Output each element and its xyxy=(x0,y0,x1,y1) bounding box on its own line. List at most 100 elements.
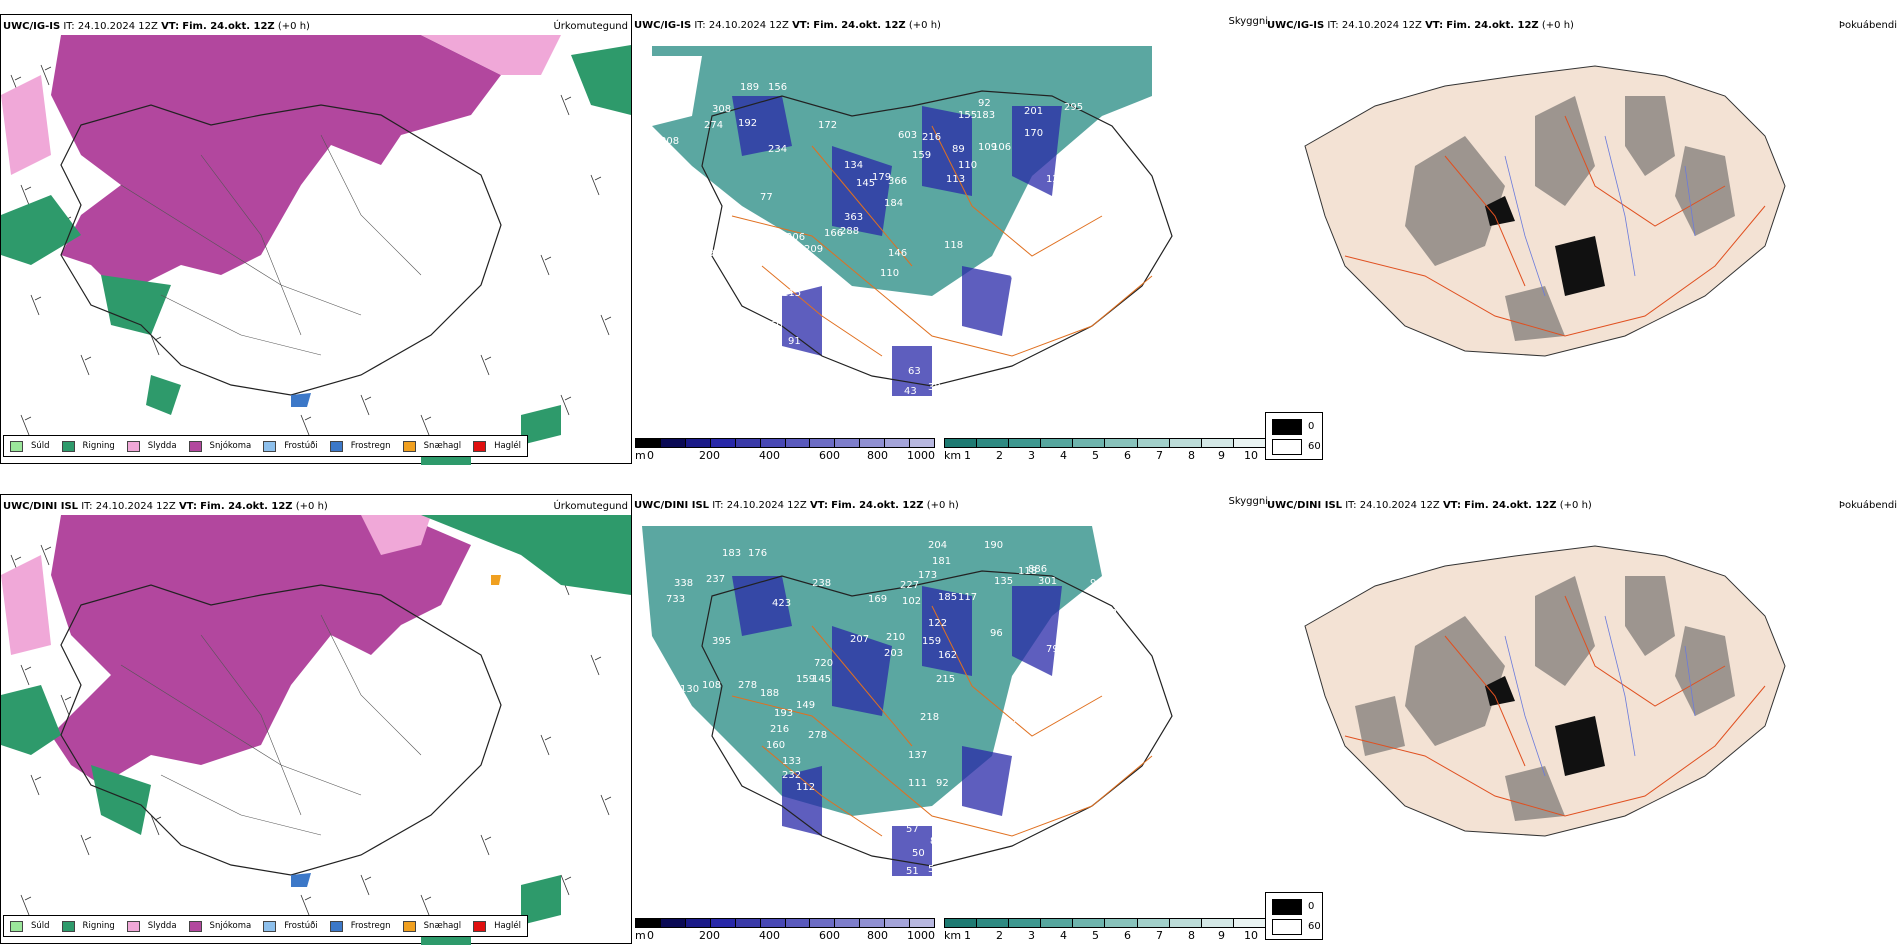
colorbar-cell xyxy=(1137,919,1170,927)
snow-height-label: 145 xyxy=(812,674,832,685)
snow-height-label: 301 xyxy=(1038,576,1058,587)
snow-height-label: 160 xyxy=(766,740,786,751)
snow-height-label: 51 xyxy=(906,866,919,877)
snow-height-label: 109 xyxy=(978,142,998,153)
model-name: UWC/DINI ISL xyxy=(1267,500,1343,511)
legend-item: Snjókoma xyxy=(188,440,251,452)
snow-height-label: 173 xyxy=(918,570,938,581)
colorbar-tick: 0 xyxy=(647,449,654,462)
snow-height-label: 178 xyxy=(904,298,924,309)
colorbar-tick: 1 xyxy=(964,449,971,462)
colorbar-cell xyxy=(1073,919,1106,927)
colorbar-cell xyxy=(710,919,736,927)
colorbar-cell xyxy=(910,439,935,447)
snow-height-label: 122 xyxy=(928,618,948,629)
snow-height-label: 38 xyxy=(928,382,941,393)
colorbar-cells xyxy=(635,438,935,448)
snow-height-label: 170 xyxy=(1024,128,1044,139)
snow-height-label: 231 xyxy=(1098,166,1118,177)
sleet-area xyxy=(1,35,561,175)
model-name: UWC/DINI ISL xyxy=(3,501,79,512)
legend-swatch xyxy=(188,920,202,932)
colorbar-tick: 600 xyxy=(819,929,840,942)
legend-item: Haglél xyxy=(473,440,521,452)
snow-height-label: 192 xyxy=(738,118,758,129)
roads xyxy=(1344,595,1766,817)
colorbar-ticks: m 0 200 400 600 800 1000 xyxy=(635,448,935,462)
snow-height-label: 308 xyxy=(712,104,732,115)
snow-height-label: 188 xyxy=(760,688,780,699)
snow-height-label: 206 xyxy=(786,232,806,243)
snow-height-label: 176 xyxy=(748,548,768,559)
legend-swatch xyxy=(402,920,416,932)
colorbar-cell xyxy=(1041,919,1074,927)
roads xyxy=(731,605,1153,837)
rain-area xyxy=(1,515,631,945)
colorbar-cell xyxy=(710,439,736,447)
colorbar-tick: 3 xyxy=(1028,929,1035,942)
snow-height-label: 338 xyxy=(674,578,694,589)
snow-height-label: 278 xyxy=(738,680,758,691)
vt-label: VT: xyxy=(161,21,180,32)
snow-height-label: 274 xyxy=(704,120,724,131)
legend-bottom-label: 60 xyxy=(1308,441,1321,452)
snow-height-label: 366 xyxy=(888,176,908,187)
snow-height-label: 166 xyxy=(824,228,844,239)
snow-height-label: 118 xyxy=(944,240,964,251)
legend-label: Rigning xyxy=(82,441,115,451)
visibility-colorbar: km 1 2 3 4 5 6 7 8 9 10 xyxy=(944,918,1266,942)
colorbar-cell xyxy=(1009,919,1042,927)
model-name: UWC/DINI ISL xyxy=(634,500,710,511)
snow-height-label: 84 xyxy=(1090,140,1103,151)
legend-swatch xyxy=(263,920,277,932)
panel-title: Skyggni xyxy=(1228,496,1268,507)
snow-height-label: 308 xyxy=(660,136,680,147)
snow-cover xyxy=(732,576,1062,876)
colorbar-tick: 4 xyxy=(1060,449,1067,462)
snow-height-colorbar: m 0 200 400 600 800 1000 xyxy=(635,438,935,462)
legend-swatch xyxy=(329,920,343,932)
snow-height-label: 94 xyxy=(772,350,785,361)
it-label: IT: xyxy=(1327,20,1339,31)
coastline xyxy=(60,584,502,876)
snow-cover xyxy=(732,96,1062,396)
colorbar-cell xyxy=(860,919,886,927)
snow-height-label: 363 xyxy=(844,212,864,223)
colorbar-tick: 1 xyxy=(964,929,971,942)
panel-title: Þokuábendi xyxy=(1838,20,1897,31)
colorbar-cell xyxy=(977,439,1010,447)
snow-height-label: 190 xyxy=(984,540,1004,551)
it-value: 24.10.2024 12Z xyxy=(95,501,176,512)
colorbar-cell xyxy=(910,919,935,927)
colorbar-cell xyxy=(660,919,686,927)
lead-time: (+0 h) xyxy=(295,501,328,512)
it-label: IT: xyxy=(1345,500,1357,511)
snow-height-label: 63 xyxy=(908,366,921,377)
snow-height-label: 237 xyxy=(706,574,726,585)
colorbar-tick: 8 xyxy=(1188,929,1195,942)
legend-label: Frostregn xyxy=(350,441,391,451)
legend-swatch xyxy=(126,920,140,932)
legend-swatch-dark xyxy=(1272,899,1302,915)
colorbar-tick: 9 xyxy=(1218,929,1225,942)
lead-time: (+0 h) xyxy=(1559,500,1592,511)
snow-height-label: 234 xyxy=(768,144,788,155)
colorbar-tick: 400 xyxy=(759,449,780,462)
colorbar-tick: 6 xyxy=(1124,449,1131,462)
colorbar-cell xyxy=(685,919,711,927)
snow-height-label: 137 xyxy=(908,750,928,761)
snow-height-label: 111 xyxy=(908,778,928,789)
cloud-base-legend: 0 60 xyxy=(1265,412,1323,460)
snow-height-label: 288 xyxy=(840,226,860,237)
snow-height-label: 77 xyxy=(760,192,773,203)
model-name: UWC/IG-IS xyxy=(3,21,61,32)
colorbar-cells xyxy=(944,918,1266,928)
snow-height-label: 116 xyxy=(756,238,776,249)
fog-dark xyxy=(1355,576,1735,821)
snow-height-label: 79 xyxy=(1046,644,1059,655)
it-value: 24.10.2024 12Z xyxy=(726,500,807,511)
colorbar-cell xyxy=(1041,439,1074,447)
vt-value: Fim. 24.okt. 12Z xyxy=(1446,20,1539,31)
colorbar-cell xyxy=(977,919,1010,927)
snow-area xyxy=(51,515,471,785)
